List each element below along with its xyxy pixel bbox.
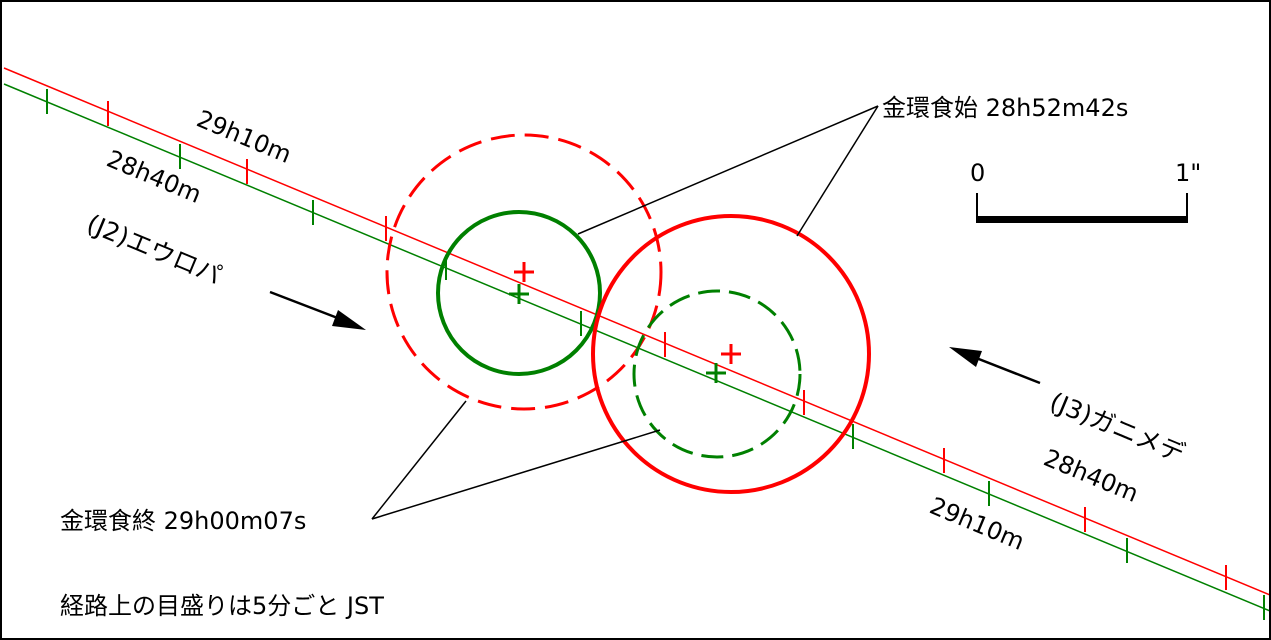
scale-bar: 0 1" [970, 159, 1201, 223]
europa-red-time-label: 29h10m [193, 105, 296, 169]
leader-start-to-ganymede [796, 105, 879, 237]
leader-start-to-europa [577, 105, 879, 235]
ganymede-center-cross-green [706, 363, 726, 383]
ganymede-motion-arrow [949, 347, 1041, 385]
europa-name-label: (J2)エウロパ [83, 209, 226, 291]
ganymede-green-time-label: 29h10m [926, 492, 1029, 556]
leader-end-to-ganymede [371, 429, 661, 520]
red-path-line [3, 67, 1269, 596]
annular-start-label: 金環食始 28h52m42s [882, 94, 1128, 122]
europa-shadow-circle-dashed [385, 133, 663, 411]
annular-end-label: 金環食終 29h00m07s [60, 507, 306, 535]
scale-one-label: 1" [1175, 159, 1201, 187]
ganymede-center-cross-red [721, 344, 741, 364]
scale-zero-label: 0 [970, 159, 985, 187]
ganymede-red-time-label: 28h40m [1040, 444, 1143, 508]
leader-lines [371, 105, 879, 520]
ganymede-shadow-circle-dashed [632, 289, 802, 459]
red-path-ticks [107, 101, 1227, 590]
europa-green-time-label: 28h40m [103, 145, 206, 209]
europa-disk-circle [436, 210, 602, 376]
green-path-ticks [46, 89, 1265, 620]
europa-motion-arrow [269, 290, 366, 330]
europa-center-cross-red [514, 262, 534, 282]
tick-interval-note: 経路上の目盛りは5分ごと JST [60, 592, 384, 620]
ganymede-disk-circle [591, 214, 871, 494]
europa-center-cross-green [509, 284, 529, 304]
leader-end-to-europa [371, 400, 467, 520]
